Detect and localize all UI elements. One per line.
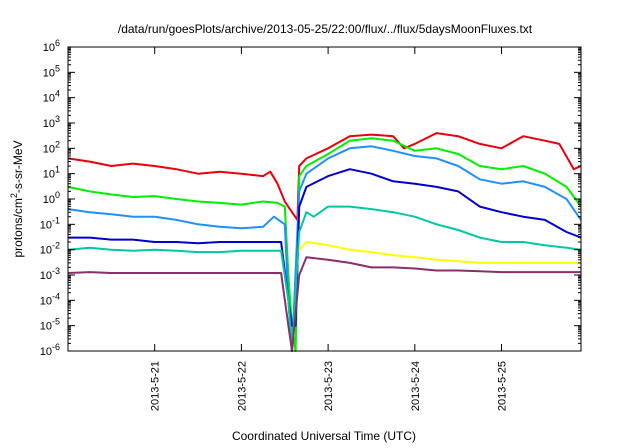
series-line-5 (67, 205, 582, 352)
y-tick-label: 106 (43, 38, 60, 54)
y-axis: 10-6 10-5 10-4 10-3 10-2 10-1 100 101 102 103 104 1… (40, 38, 581, 358)
y-tick-label: 101 (43, 165, 60, 181)
y-tick-label: 102 (43, 139, 60, 155)
x-axis: 2013-5-21 2013-5-22 2013-5-23 2013-5-24 2013… (150, 47, 509, 411)
y-tick-label: 10-6 (40, 342, 60, 358)
x-tick-label: 2013-5-22 (236, 361, 248, 411)
series-line-7 (67, 256, 581, 352)
x-axis-label: Coordinated Universal Time (UTC) (232, 429, 416, 443)
y-tick-label: 10-4 (40, 291, 60, 307)
x-tick-label: 2013-5-21 (150, 361, 162, 411)
y-axis-label-post: -s-sr-MeV (11, 140, 25, 193)
y-tick-label: 10-1 (40, 215, 60, 231)
y-tick-label: 10-3 (40, 266, 60, 282)
y-tick-label: 10-5 (40, 317, 60, 333)
series-line-4 (68, 168, 582, 327)
plot-frame (67, 46, 582, 352)
x-tick-label: 2013-5-25 (497, 361, 509, 411)
y-tick-label: 105 (43, 63, 60, 79)
x-tick-label: 2013-5-23 (323, 361, 335, 411)
y-axis-label-pre: protons/cm (11, 198, 25, 257)
y-tick-label: 103 (43, 114, 60, 130)
y-tick-label: 104 (43, 89, 60, 105)
y-axis-label: protons/cm2-s-sr-MeV (9, 140, 25, 257)
y-tick-label: 100 (43, 190, 60, 206)
series-layer (67, 132, 582, 352)
series-line-6 (298, 241, 581, 264)
y-tick-label: 10-2 (40, 241, 60, 257)
x-tick-label: 2013-5-24 (410, 361, 422, 411)
series-line-3 (67, 145, 582, 352)
chart-title: /data/run/goesPlots/archive/2013-05-25/2… (118, 22, 533, 36)
series-line-1 (67, 132, 582, 221)
y-axis-label-sup: 2 (9, 193, 19, 198)
